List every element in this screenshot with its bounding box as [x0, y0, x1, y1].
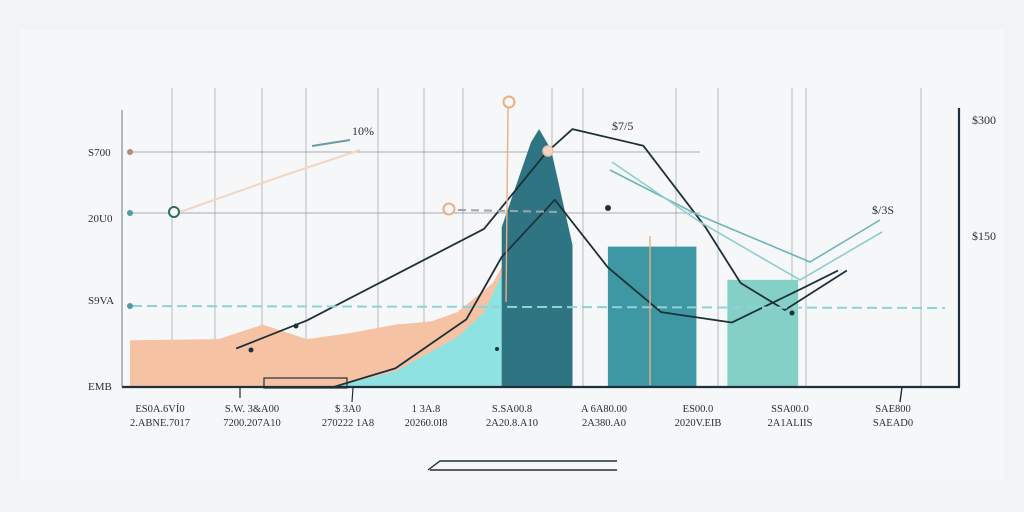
teal-trend-line-b [611, 161, 883, 281]
annotation-label: $7/5 [612, 119, 633, 133]
line-series [235, 128, 848, 350]
data-point [789, 310, 795, 316]
x-tick-label: 2020V.EIB [675, 418, 722, 429]
reference-line-teal [131, 305, 946, 309]
scale-bar [427, 460, 617, 471]
reference-line-grey [457, 209, 561, 213]
x-tick-label: SSA00.0 [771, 404, 809, 415]
right-y-tick-label: $150 [972, 229, 996, 243]
y-tick-label: S9VA [88, 295, 114, 307]
x-tick-label: 2A380.A0 [582, 418, 626, 429]
x-tick-label: 20260.0I8 [405, 418, 448, 429]
right-y-tick-label: $300 [972, 113, 996, 127]
x-tick-label: S.SA00.8 [492, 404, 532, 415]
bar-series-seafoam [727, 279, 799, 387]
line-series [333, 198, 839, 388]
x-tick-label: 2.ABNE.7017 [130, 418, 190, 429]
marker-circle [502, 95, 516, 109]
data-point [605, 205, 611, 211]
axis-tick-marker [899, 386, 903, 403]
plot-series [130, 128, 848, 388]
x-tick-label: $ 3A0 [335, 404, 361, 415]
y-tick-label: 20U0 [88, 213, 113, 225]
teal-trend-line-a [609, 169, 881, 263]
data-point [248, 347, 254, 353]
y-tick-dot [127, 149, 133, 155]
x-tick-label: ES00.0 [683, 404, 714, 415]
marker-circle [442, 202, 456, 216]
marker-circle [168, 206, 180, 218]
range-bracket [263, 377, 348, 389]
x-tick-label: A 6A80.00 [581, 404, 627, 415]
data-point [293, 323, 299, 329]
y-tick-label: S700 [88, 147, 111, 159]
annotation-label: 10% [352, 124, 374, 138]
x-tick-label: 2A1ALIIS [768, 418, 813, 429]
data-point [495, 347, 499, 351]
y-tick-dot [127, 303, 133, 309]
y-tick-dot [127, 210, 133, 216]
x-tick-label: SAE800 [875, 404, 911, 415]
area-series-aqua [333, 246, 529, 387]
x-tick-labels: ES0A.6VÍ0 2.ABNE.7017 S.W. 3&A00 7200.207A1… [130, 403, 913, 429]
annotation-leader-left [179, 149, 361, 213]
bar-series-mid_teal [607, 246, 697, 387]
marker-circle [542, 145, 554, 157]
x-tick-label: SAEAD0 [873, 418, 913, 429]
axis-tick-marker-2 [351, 387, 354, 403]
x-tick-label: ES0A.6VÍ0 [135, 403, 184, 415]
x-tick-label: 1 3A.8 [412, 404, 441, 415]
x-tick-label: 2A20.8.A10 [486, 418, 538, 429]
x-tick-label: 270222 1A8 [322, 418, 374, 429]
annotation-leader-top [311, 139, 351, 147]
annotation-label: $/3S [872, 203, 894, 217]
x-tick-label: S.W. 3&A00 [225, 404, 279, 415]
y-tick-label: EMB [88, 381, 112, 393]
bar-series-dark_teal [501, 129, 573, 387]
x-tick-label: 7200.207A10 [223, 418, 280, 429]
peak-marker-line [505, 107, 509, 303]
